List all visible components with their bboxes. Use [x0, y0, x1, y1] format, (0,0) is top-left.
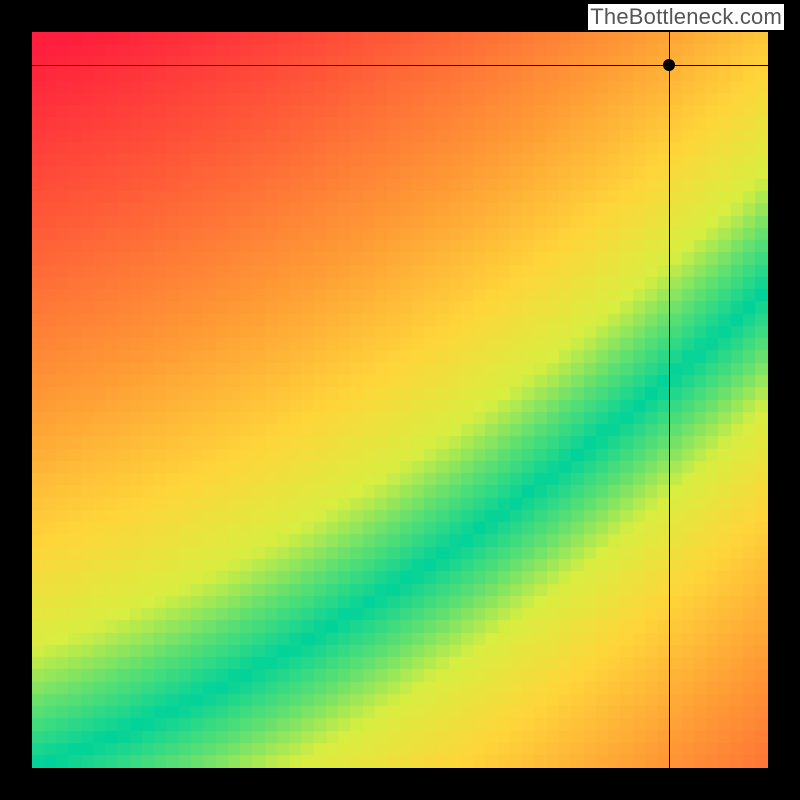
heatmap-canvas	[32, 32, 768, 768]
chart-frame: TheBottleneck.com	[0, 0, 800, 800]
crosshair-vertical	[669, 32, 670, 768]
watermark-text: TheBottleneck.com	[588, 4, 784, 30]
crosshair-horizontal	[32, 65, 768, 66]
crosshair-marker	[663, 59, 675, 71]
plot-area	[32, 32, 768, 768]
